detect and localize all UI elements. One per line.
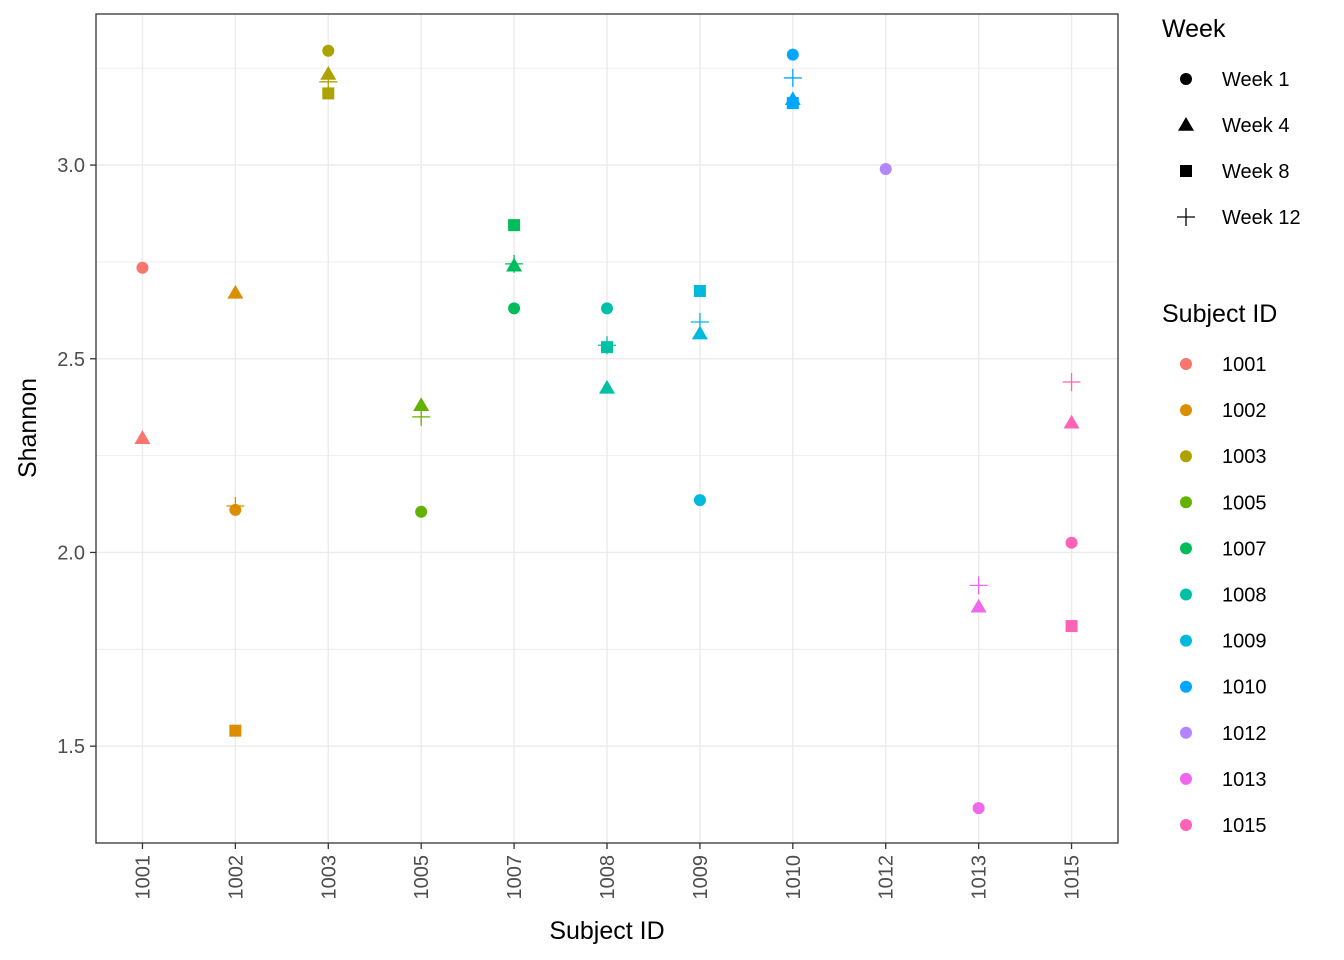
grid-lines (96, 14, 1118, 844)
x-axis-title: Subject ID (549, 917, 664, 945)
x-axis: 1001 1002 1003 1005 1007 1008 1009 1010 1012 1013… (132, 843, 1084, 900)
legend-subject-label: 1007 (1222, 538, 1267, 560)
point-1013-week-4 (970, 598, 987, 613)
y-tick-label: 2.0 (57, 542, 85, 564)
point-1002-week-8 (229, 724, 242, 737)
legend-subject-label: 1008 (1222, 585, 1267, 607)
legend-color-key (1180, 542, 1192, 555)
legend-color-key (1180, 404, 1192, 417)
legend-color-key (1180, 680, 1192, 693)
point-1012-week-1 (879, 162, 892, 175)
data-points (134, 44, 1081, 815)
legend-week: Week Week 1 Week 4 Week 8 Week 12 (1162, 15, 1301, 229)
point-1013-week-1 (972, 802, 985, 815)
legend-color-key (1180, 450, 1192, 463)
legend-key-circle (1180, 73, 1192, 85)
x-tick-label: 1001 (132, 855, 154, 900)
point-1003-week-1 (322, 44, 335, 57)
x-tick-label: 1002 (225, 855, 247, 900)
legend-subject-label: 1005 (1222, 492, 1267, 514)
point-1005-week-1 (415, 505, 428, 518)
x-tick-label: 1012 (876, 855, 898, 900)
legend-subject-label: 1010 (1222, 677, 1267, 699)
y-axis: 1.5 2.0 2.5 3.0 (57, 155, 96, 758)
legend-color-key (1180, 496, 1192, 509)
legend-subject-label: 1009 (1222, 631, 1267, 653)
legend-key-square (1180, 165, 1192, 177)
point-1010-week-1 (786, 48, 799, 61)
y-tick-label: 1.5 (57, 736, 85, 758)
legend-week-label: Week 1 (1222, 69, 1289, 91)
legend-subject-label: 1003 (1222, 446, 1267, 468)
legend-subject-title: Subject ID (1162, 300, 1277, 328)
point-1015-week-1 (1065, 536, 1078, 549)
point-1007-week-1 (508, 302, 521, 315)
y-tick-label: 2.5 (57, 349, 85, 371)
legend-color-key (1180, 726, 1192, 739)
legend-color-key (1180, 634, 1192, 647)
point-1015-week-4 (1063, 414, 1080, 429)
point-1013-week-12 (969, 576, 988, 595)
x-tick-label: 1015 (1062, 855, 1084, 900)
point-1008-week-1 (601, 302, 613, 315)
legend-color-key (1180, 588, 1192, 601)
x-tick-label: 1010 (783, 855, 805, 900)
point-1010-week-12 (783, 68, 802, 87)
x-tick-label: 1013 (969, 855, 991, 900)
point-1008-week-12 (598, 336, 616, 355)
x-tick-label: 1005 (411, 855, 433, 900)
point-1009-week-4 (691, 325, 708, 340)
legend-subject-label: 1002 (1222, 400, 1267, 422)
legend-color-key (1180, 772, 1192, 785)
point-1001-week-1 (136, 261, 149, 274)
legend-week-label: Week 12 (1222, 207, 1301, 229)
point-1009-week-1 (693, 494, 706, 507)
point-1009-week-8 (693, 284, 706, 297)
x-tick-label: 1007 (504, 855, 526, 900)
legend-color-key (1180, 819, 1192, 831)
legend-subject-label: 1012 (1222, 723, 1267, 745)
legend-subject-label: 1015 (1222, 815, 1267, 837)
point-1009-week-12 (690, 312, 709, 331)
point-1010-week-8 (786, 97, 799, 110)
x-tick-label: 1009 (690, 855, 712, 900)
legend-week-label: Week 4 (1222, 115, 1289, 137)
point-1015-week-8 (1065, 620, 1078, 633)
point-1005-week-12 (412, 407, 431, 426)
legend-key-plus (1177, 208, 1195, 226)
point-1003-week-12 (319, 72, 338, 91)
legend-subject-label: 1013 (1222, 769, 1267, 791)
point-1007-week-12 (505, 254, 524, 273)
y-tick-label: 3.0 (57, 155, 85, 177)
legend-week-title: Week (1162, 15, 1226, 43)
legend-subject-id: Subject ID 1001 1002 1003 1005 1007 1008 1009 1… (1162, 300, 1277, 837)
legend-color-key (1180, 358, 1192, 370)
x-tick-label: 1008 (597, 855, 619, 900)
point-1005-week-4 (413, 397, 430, 412)
point-1002-week-12 (226, 496, 245, 515)
point-1007-week-8 (508, 219, 521, 232)
point-1003-week-8 (322, 87, 335, 100)
legend-key-triangle (1178, 117, 1194, 131)
point-1008-week-4 (599, 379, 615, 394)
point-1002-week-4 (227, 284, 244, 299)
x-tick-label: 1003 (318, 855, 340, 900)
legend-subject-label: 1001 (1222, 354, 1267, 376)
point-1001-week-4 (134, 430, 151, 444)
point-1015-week-12 (1062, 373, 1081, 392)
y-axis-title: Shannon (14, 378, 42, 478)
legend-week-label: Week 8 (1222, 161, 1289, 183)
